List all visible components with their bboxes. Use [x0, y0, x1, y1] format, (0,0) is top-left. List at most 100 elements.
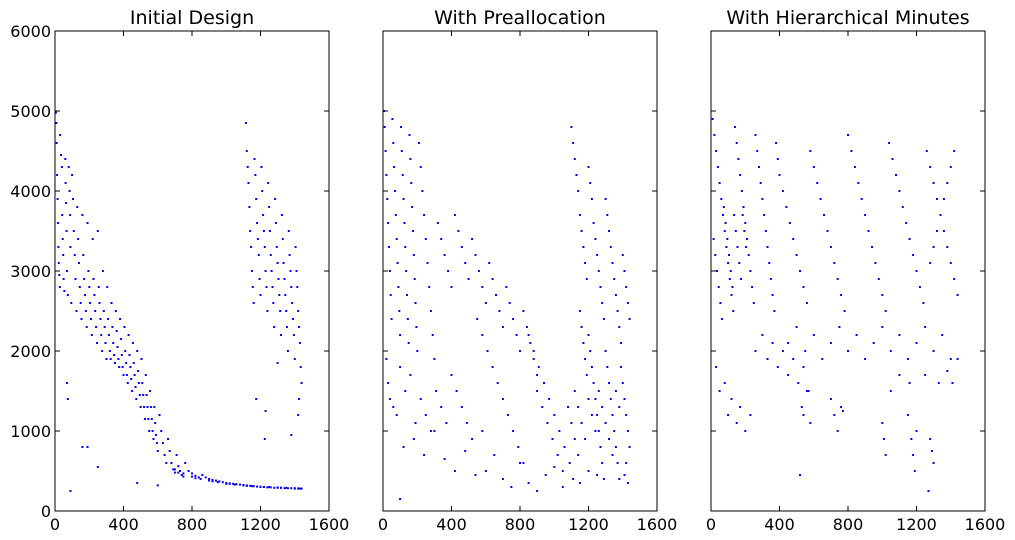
x-tick-label: 400	[764, 515, 795, 534]
data-point	[536, 490, 539, 492]
data-point	[394, 190, 396, 192]
data-point	[85, 326, 88, 328]
data-point	[905, 222, 908, 224]
data-point	[139, 406, 142, 408]
data-point	[300, 487, 303, 490]
data-point	[151, 430, 154, 432]
data-point	[891, 158, 894, 160]
data-point	[614, 390, 617, 392]
data-point	[96, 342, 98, 344]
data-point	[584, 438, 587, 440]
data-point	[81, 446, 84, 448]
data-point	[107, 334, 110, 336]
data-point	[510, 486, 513, 488]
data-point	[585, 278, 588, 280]
data-point	[409, 374, 412, 376]
data-point	[590, 414, 593, 416]
data-point	[447, 270, 450, 272]
data-point	[429, 430, 432, 432]
data-point	[580, 422, 583, 424]
data-point	[592, 222, 595, 224]
data-point	[136, 482, 139, 484]
data-point	[715, 366, 718, 368]
data-point	[411, 206, 414, 208]
data-point	[788, 222, 791, 224]
data-point	[121, 366, 124, 368]
data-point	[758, 166, 760, 168]
data-point	[781, 350, 784, 352]
data-point	[901, 206, 904, 208]
data-point	[100, 334, 103, 336]
data-point	[64, 158, 67, 160]
data-point	[119, 338, 122, 340]
data-point	[572, 478, 575, 480]
data-point	[536, 390, 539, 392]
data-point	[400, 150, 403, 152]
data-point	[97, 286, 100, 288]
data-point	[512, 430, 515, 432]
data-point	[64, 182, 67, 184]
data-point	[888, 142, 891, 144]
data-point	[754, 134, 757, 136]
data-point	[628, 318, 631, 320]
data-point	[264, 410, 267, 412]
data-point	[611, 262, 614, 264]
data-point	[838, 326, 841, 328]
data-point	[906, 414, 909, 416]
data-point	[942, 230, 945, 232]
data-point	[718, 182, 721, 184]
data-point	[840, 406, 843, 408]
data-point	[778, 174, 781, 176]
data-point	[433, 430, 436, 432]
data-point	[823, 214, 825, 216]
data-point	[578, 310, 581, 312]
data-point	[99, 318, 102, 320]
data-point	[618, 478, 621, 480]
data-point	[601, 302, 604, 304]
data-point	[749, 270, 752, 272]
data-point	[276, 262, 279, 264]
data-point	[383, 126, 386, 128]
data-point	[288, 254, 291, 256]
data-point	[179, 470, 181, 472]
data-point	[743, 230, 746, 232]
data-point	[543, 382, 545, 384]
data-point	[628, 446, 631, 448]
data-point	[768, 262, 771, 264]
data-point	[519, 350, 521, 352]
data-point	[268, 206, 271, 208]
chart-panel-1: 0 400 800 1200 1600 0 1000 2000 3000 4000 5000 6000…	[10, 7, 349, 534]
data-point	[614, 294, 617, 296]
y-tick-label: 6000	[10, 22, 51, 41]
data-point	[805, 390, 808, 392]
data-point	[84, 294, 86, 296]
data-point	[294, 246, 297, 248]
data-point	[776, 366, 779, 368]
data-point	[785, 206, 788, 208]
data-point	[278, 294, 281, 296]
data-point	[939, 214, 942, 216]
data-point	[298, 398, 300, 400]
data-point	[65, 230, 68, 232]
data-point	[578, 482, 581, 484]
y-tick-label: 2000	[10, 342, 51, 361]
data-point	[488, 262, 491, 264]
data-point	[408, 134, 411, 136]
data-point	[621, 382, 624, 384]
data-point	[532, 358, 535, 360]
data-point	[435, 390, 438, 392]
data-point	[855, 334, 858, 336]
data-point	[266, 486, 269, 489]
data-point	[297, 487, 300, 490]
data-point	[297, 310, 300, 312]
data-point	[501, 326, 504, 328]
data-point	[109, 358, 112, 360]
data-point	[72, 230, 75, 232]
data-point	[262, 230, 265, 232]
data-point	[611, 414, 614, 416]
data-point	[718, 390, 721, 392]
data-point	[717, 286, 720, 288]
data-point	[553, 466, 556, 468]
data-point	[486, 350, 489, 352]
